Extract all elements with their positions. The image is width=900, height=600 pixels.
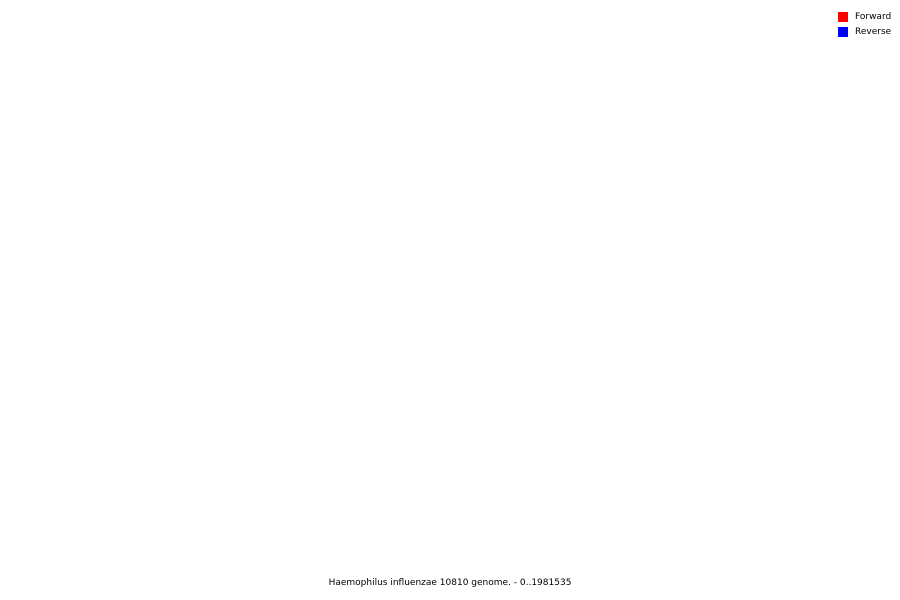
legend-item-forward: Forward <box>838 9 891 24</box>
legend-label-reverse: Reverse <box>855 26 892 37</box>
legend-item-reverse: Reverse <box>838 24 891 39</box>
forward-swatch <box>838 11 848 22</box>
legend-label-forward: Forward <box>855 11 892 22</box>
legend: Forward Reverse <box>838 9 891 39</box>
reverse-swatch <box>838 26 848 37</box>
genome-caption: Haemophilus influenzae 10810 genome. - 0… <box>328 578 572 588</box>
